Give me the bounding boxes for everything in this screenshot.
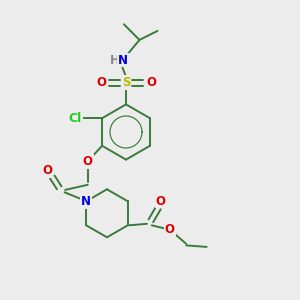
Text: O: O bbox=[155, 194, 166, 208]
Text: N: N bbox=[118, 54, 128, 67]
Text: N: N bbox=[81, 195, 91, 208]
Text: S: S bbox=[122, 76, 130, 89]
Text: H: H bbox=[110, 54, 119, 67]
Text: O: O bbox=[42, 164, 52, 177]
Text: O: O bbox=[83, 155, 93, 168]
Text: Cl: Cl bbox=[68, 112, 82, 125]
Text: O: O bbox=[146, 76, 156, 89]
Text: O: O bbox=[165, 223, 175, 236]
Text: O: O bbox=[96, 76, 106, 89]
Text: N: N bbox=[81, 195, 91, 208]
